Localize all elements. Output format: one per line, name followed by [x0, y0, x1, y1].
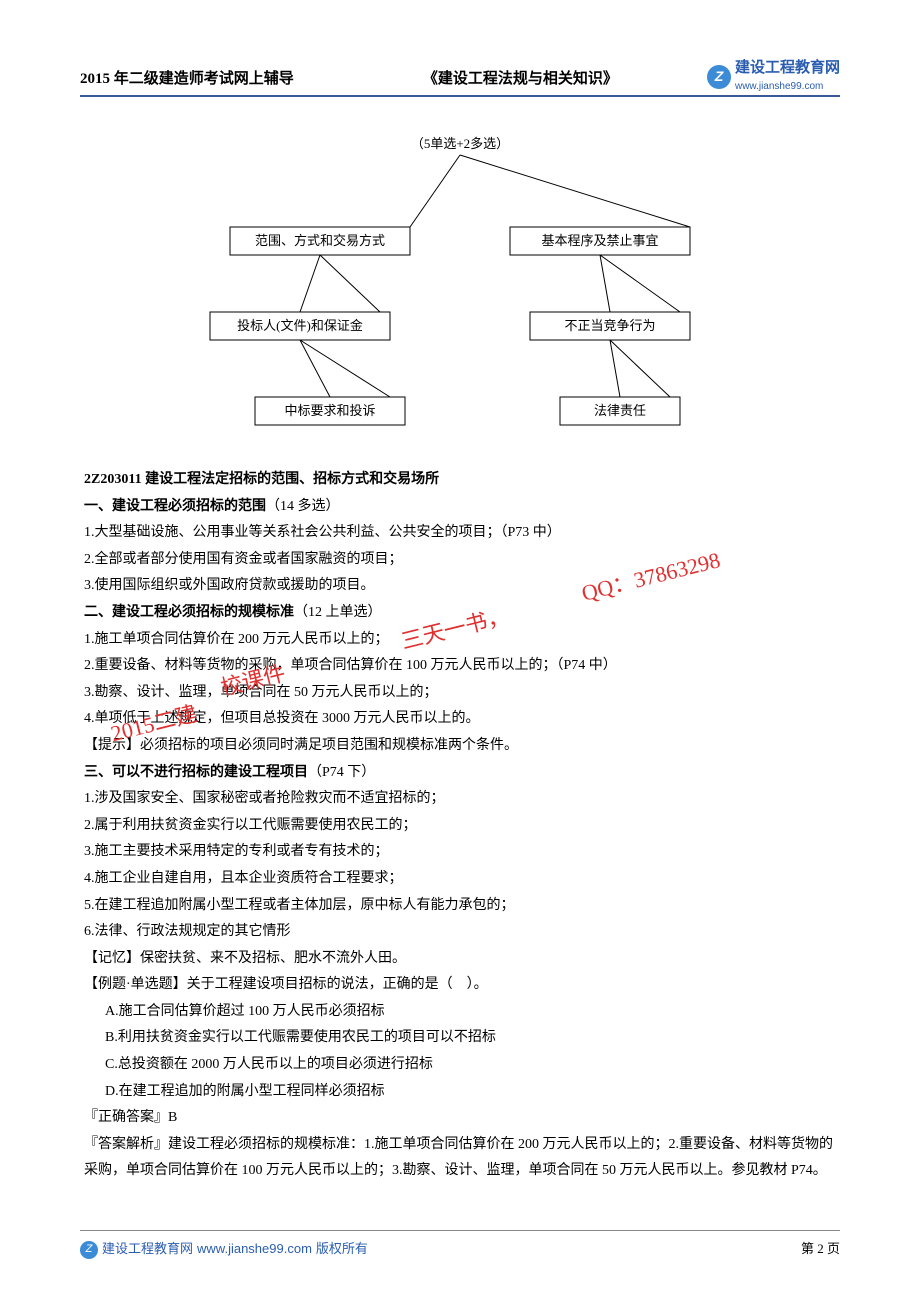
- list-item: 1.施工单项合同估算价在 200 万元人民币以上的；: [84, 627, 836, 654]
- diagram-node-label: 投标人(文件)和保证金: [237, 318, 363, 333]
- list-item: 4.施工企业自建自用，且本企业资质符合工程要求；: [84, 866, 836, 893]
- diagram-edge: [300, 340, 390, 397]
- option-a: A.施工合同估算价超过 100 万人民币必须招标: [84, 999, 836, 1026]
- diagram-root-label: （5单选+2多选）: [411, 136, 509, 151]
- diagram-node-label: 不正当竞争行为: [564, 318, 655, 333]
- list-item: 4.单项低于上述规定，但项目总投资在 3000 万元人民币以上的。: [84, 706, 836, 733]
- diagram-edge: [600, 255, 610, 312]
- brand-url: www.jianshe99.com: [735, 81, 823, 92]
- page-footer: Z 建设工程教育网 www.jianshe99.com 版权所有 第 2 页: [80, 1230, 840, 1262]
- section-2-note: （12 上单选）: [294, 605, 382, 620]
- section-2-title: 二、建设工程必须招标的规模标准: [84, 605, 294, 620]
- diagram-edge: [320, 255, 380, 312]
- footer-url: www.jianshe99.com: [197, 1237, 312, 1262]
- diagram-edge: [600, 255, 680, 312]
- code-title: 2Z203011 建设工程法定招标的范围、招标方式和交易场所: [84, 467, 836, 494]
- option-c: C.总投资额在 2000 万人民币以上的项目必须进行招标: [84, 1052, 836, 1079]
- footer-brand: Z 建设工程教育网 www.jianshe99.com 版权所有: [80, 1237, 368, 1262]
- list-item: 3.施工主要技术采用特定的专利或者专有技术的；: [84, 839, 836, 866]
- logo-icon: Z: [707, 65, 731, 89]
- list-item: 2.属于利用扶贫资金实行以工代赈需要使用农民工的；: [84, 813, 836, 840]
- section-3-title: 三、可以不进行招标的建设工程项目: [84, 765, 308, 780]
- topic-tree-diagram: （5单选+2多选） 范围、方式和交易方式 基本程序及禁止事宜 投标人(文件)和保…: [180, 127, 740, 437]
- diagram-node-label: 中标要求和投诉: [284, 403, 375, 418]
- diagram-edge: [410, 155, 460, 227]
- page-number: 第 2 页: [801, 1237, 840, 1262]
- example-question: 【例题·单选题】关于工程建设项目招标的说法，正确的是（ ）。: [84, 972, 836, 999]
- section-3-note: （P74 下）: [308, 765, 375, 780]
- list-item: 2.重要设备、材料等货物的采购，单项合同估算价在 100 万元人民币以上的；（P…: [84, 653, 836, 680]
- list-item: 2.全部或者部分使用国有资金或者国家融资的项目；: [84, 547, 836, 574]
- correct-answer: 『正确答案』B: [84, 1105, 836, 1132]
- brand-logo: Z 建设工程教育网 www.jianshe99.com: [707, 60, 840, 93]
- answer-explanation: 『答案解析』建设工程必须招标的规模标准：1.施工单项合同估算价在 200 万元人…: [84, 1132, 836, 1185]
- diagram-edge: [300, 255, 320, 312]
- list-item: 3.使用国际组织或外国政府贷款或援助的项目。: [84, 573, 836, 600]
- list-item: 5.在建工程追加附属小型工程或者主体加层，原中标人有能力承包的；: [84, 893, 836, 920]
- option-d: D.在建工程追加的附属小型工程同样必须招标: [84, 1079, 836, 1106]
- list-item: 1.涉及国家安全、国家秘密或者抢险救灾而不适宜招标的；: [84, 786, 836, 813]
- header-center-title: 《建设工程法规与相关知识》: [423, 65, 618, 94]
- memory-tip: 【记忆】保密扶贫、来不及招标、肥水不流外人田。: [84, 946, 836, 973]
- section-3-heading: 三、可以不进行招标的建设工程项目（P74 下）: [84, 760, 836, 787]
- diagram-edge: [300, 340, 330, 397]
- footer-copyright: 版权所有: [316, 1237, 368, 1262]
- header-left-title: 2015 年二级建造师考试网上辅导: [80, 65, 294, 94]
- page-header: 2015 年二级建造师考试网上辅导 《建设工程法规与相关知识》 Z 建设工程教育…: [80, 60, 840, 97]
- list-item: 6.法律、行政法规规定的其它情形: [84, 919, 836, 946]
- option-b: B.利用扶贫资金实行以工代赈需要使用农民工的项目可以不招标: [84, 1025, 836, 1052]
- tip-text: 【提示】必须招标的项目必须同时满足项目范围和规模标准两个条件。: [84, 733, 836, 760]
- section-1-title: 一、建设工程必须招标的范围: [84, 499, 266, 514]
- section-1-heading: 一、建设工程必须招标的范围（14 多选）: [84, 494, 836, 521]
- document-body: 2Z203011 建设工程法定招标的范围、招标方式和交易场所 一、建设工程必须招…: [80, 467, 840, 1185]
- logo-icon: Z: [80, 1241, 98, 1259]
- diagram-edge: [460, 155, 690, 227]
- diagram-node-label: 法律责任: [594, 403, 646, 418]
- footer-brand-name: 建设工程教育网: [102, 1237, 193, 1262]
- section-1-note: （14 多选）: [266, 499, 340, 514]
- list-item: 3.勘察、设计、监理，单项合同在 50 万元人民币以上的；: [84, 680, 836, 707]
- list-item: 1.大型基础设施、公用事业等关系社会公共利益、公共安全的项目；（P73 中）: [84, 520, 836, 547]
- brand-name: 建设工程教育网: [735, 60, 840, 76]
- section-2-heading: 二、建设工程必须招标的规模标准（12 上单选）: [84, 600, 836, 627]
- diagram-node-label: 范围、方式和交易方式: [255, 233, 385, 248]
- diagram-node-label: 基本程序及禁止事宜: [541, 233, 658, 248]
